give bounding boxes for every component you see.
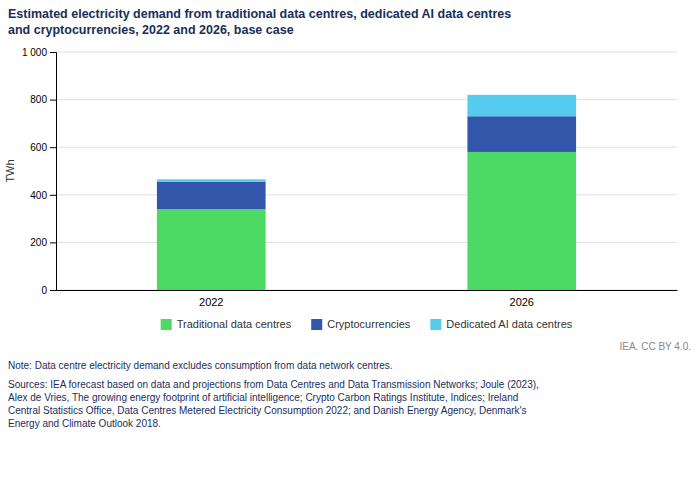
bar bbox=[467, 95, 576, 116]
legend-swatch bbox=[311, 319, 322, 330]
y-tick: 1 000 bbox=[22, 47, 56, 58]
chart: Estimated electricity demand from tradit… bbox=[0, 0, 699, 482]
legend-item: Dedicated AI data centres bbox=[430, 318, 572, 330]
y-tick-label: 400 bbox=[30, 190, 47, 201]
y-tick: 0 bbox=[41, 285, 56, 296]
annotation-line: Alex de Vries, The growing energy footpr… bbox=[8, 392, 518, 403]
annotation-line: Note: Data centre electricity demand exc… bbox=[8, 360, 393, 371]
series bbox=[157, 116, 576, 209]
series bbox=[157, 95, 576, 182]
grid bbox=[56, 52, 677, 290]
legend-item: Cryptocurrencies bbox=[311, 318, 411, 330]
y-axis: 0 200 400 600 800 1 000 bbox=[22, 47, 57, 296]
y-tick-mark bbox=[50, 242, 56, 243]
y-tick: 600 bbox=[30, 142, 56, 153]
y-tick: 800 bbox=[30, 94, 56, 105]
plot: 0 200 400 600 800 1 000 2022 2026 TWh bbox=[4, 47, 678, 308]
title-line: and cryptocurrencies, 2022 and 2026, bas… bbox=[8, 23, 294, 37]
grid-line bbox=[56, 52, 677, 53]
y-tick-label: 800 bbox=[30, 94, 47, 105]
bar bbox=[467, 116, 576, 152]
legend-swatch bbox=[430, 319, 441, 330]
grid-line bbox=[56, 147, 677, 148]
x-axis-line bbox=[57, 290, 678, 291]
y-tick-mark bbox=[50, 290, 56, 291]
y-tick-mark bbox=[50, 100, 56, 101]
y-tick-label: 200 bbox=[30, 237, 47, 248]
x-tick-label: 2022 bbox=[199, 296, 223, 308]
annotation-line: Energy and Climate Outlook 2018. bbox=[8, 418, 161, 429]
annotation: Note: Data centre electricity demand exc… bbox=[8, 360, 393, 371]
y-tick: 400 bbox=[30, 190, 56, 201]
y-axis-line bbox=[50, 53, 57, 291]
y-tick-mark bbox=[50, 147, 56, 148]
y-tick-label: 1 000 bbox=[22, 47, 47, 58]
grid-line bbox=[56, 290, 677, 291]
credit: IEA. CC BY 4.0. bbox=[619, 341, 691, 352]
y-tick: 200 bbox=[30, 237, 56, 248]
grid-line bbox=[56, 99, 677, 100]
legend-label: Dedicated AI data centres bbox=[446, 318, 572, 330]
bar bbox=[157, 182, 266, 209]
title-line: Estimated electricity demand from tradit… bbox=[8, 7, 511, 21]
y-tick-label: 600 bbox=[30, 142, 47, 153]
legend-item: Traditional data centres bbox=[161, 318, 292, 330]
annotation-line: Sources: IEA forecast based on data and … bbox=[8, 379, 539, 390]
annotation-line: IEA. CC BY 4.0. bbox=[619, 341, 691, 352]
legend-label: Traditional data centres bbox=[177, 318, 292, 330]
bar bbox=[467, 152, 576, 290]
bar bbox=[157, 209, 266, 290]
legend-label: Cryptocurrencies bbox=[327, 318, 411, 330]
x-tick-label: 2026 bbox=[510, 296, 534, 308]
y-tick-mark bbox=[50, 195, 56, 196]
legend: Traditional data centres Cryptocurrencies… bbox=[161, 318, 573, 330]
series bbox=[157, 152, 576, 290]
x-tick: 2026 bbox=[510, 296, 534, 308]
annotation-line: Central Statistics Office, Data Centres … bbox=[8, 405, 526, 416]
bar bbox=[157, 179, 266, 181]
y-axis-label: TWh bbox=[4, 159, 16, 182]
x-tick: 2022 bbox=[199, 296, 223, 308]
title: Estimated electricity demand from tradit… bbox=[8, 7, 511, 37]
annotation: Sources: IEA forecast based on data and … bbox=[8, 379, 539, 429]
annotations: IEA. CC BY 4.0. Note: Data centre electri… bbox=[8, 341, 691, 429]
x-axis: 2022 2026 bbox=[57, 291, 678, 308]
y-tick-mark bbox=[50, 52, 56, 53]
grid-line bbox=[56, 194, 677, 195]
legend-swatch bbox=[161, 319, 172, 330]
y-tick-label: 0 bbox=[41, 285, 47, 296]
grid-line bbox=[56, 242, 677, 243]
bars bbox=[157, 95, 576, 290]
